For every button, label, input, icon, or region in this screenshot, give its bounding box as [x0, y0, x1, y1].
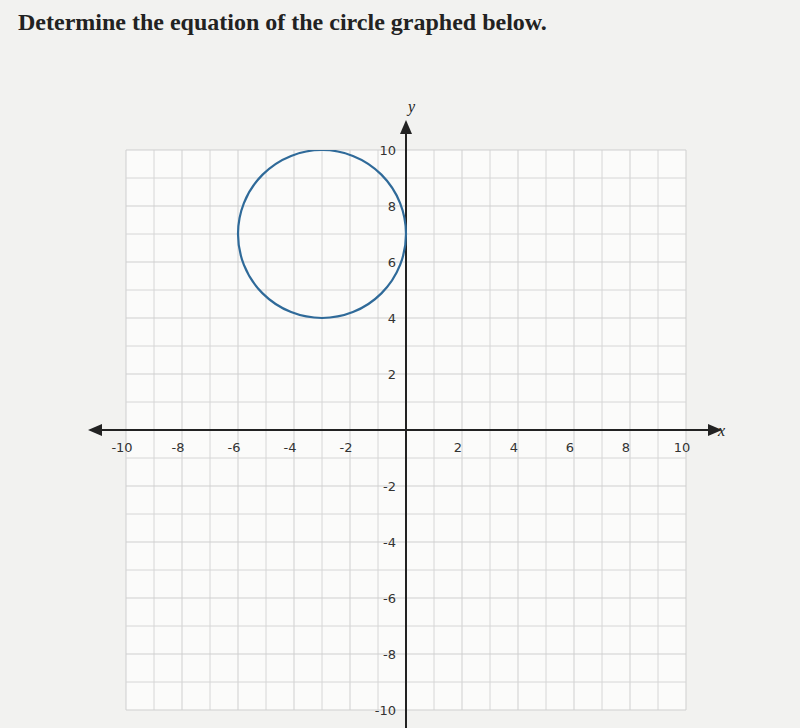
- chart: Determine the equation of the circle gra…: [0, 0, 800, 728]
- x-tick-label: 2: [454, 440, 462, 455]
- x-axis-label: x: [717, 422, 725, 439]
- title: Determine the equation of the circle gra…: [18, 9, 547, 35]
- x-tick-label: 4: [510, 440, 518, 455]
- y-tick-label: 4: [388, 311, 396, 326]
- x-tick-label: 8: [622, 440, 630, 455]
- x-tick-label: -2: [340, 440, 353, 455]
- y-tick-label: -4: [383, 535, 396, 550]
- x-tick-label: -8: [172, 440, 185, 455]
- y-tick-label: -10: [375, 703, 396, 718]
- y-tick-label: 2: [388, 367, 396, 382]
- y-tick-label: 10: [379, 143, 396, 158]
- tick-labels: -10 -8 -6 -4 -2 2 4 6 8 10 -10 -8 -6 -4 -2 2 4 6 8 10: [111, 143, 690, 718]
- x-tick-label: -10: [111, 440, 132, 455]
- plot-marks: [238, 150, 406, 318]
- y-arrow-up: [400, 120, 412, 134]
- y-tick-label: -6: [383, 591, 396, 606]
- x-tick-label: -4: [284, 440, 297, 455]
- y-tick-label: -8: [383, 647, 396, 662]
- y-tick-label: -2: [383, 479, 396, 494]
- x-tick-label: 6: [566, 440, 574, 455]
- y-tick-label: 6: [388, 255, 396, 270]
- axes: [88, 120, 722, 728]
- y-axis-label: y: [406, 98, 416, 116]
- x-tick-label: 10: [674, 440, 691, 455]
- y-tick-label: 8: [388, 199, 396, 214]
- x-tick-label: -6: [228, 440, 241, 455]
- circle: [238, 150, 406, 318]
- x-arrow-left: [88, 424, 102, 436]
